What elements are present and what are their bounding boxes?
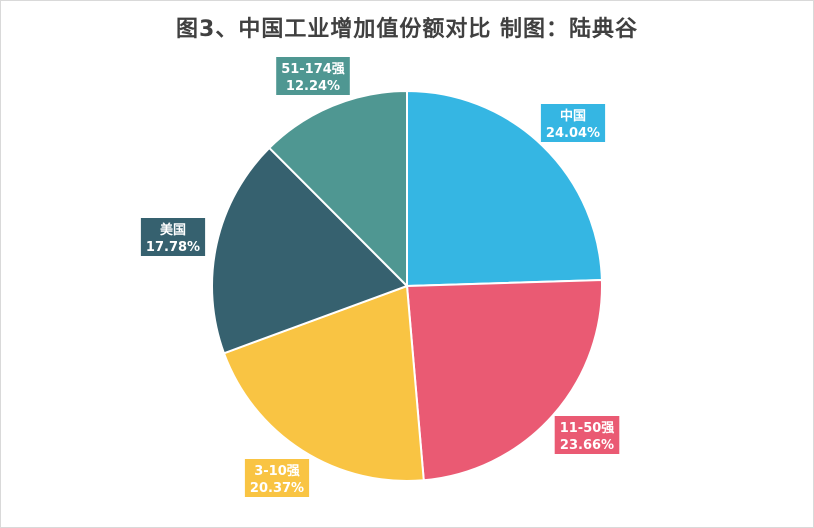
data-label-category: 3-10强 xyxy=(254,464,300,479)
data-label-value: 20.37% xyxy=(250,481,304,496)
data-label-3: 美国 17.78% xyxy=(140,218,206,256)
pie-slice-3 xyxy=(211,146,409,355)
data-label-box xyxy=(540,104,606,142)
data-label-value: 17.78% xyxy=(146,240,200,255)
chart-title: 图3、中国工业增加值份额对比 制图：陆典谷 xyxy=(176,17,638,42)
data-label-0: 中国 24.04% xyxy=(540,104,606,142)
data-label-box xyxy=(244,459,310,497)
data-label-box xyxy=(140,218,206,256)
data-label-category: 美国 xyxy=(160,222,186,238)
data-label-category: 11-50强 xyxy=(560,421,615,436)
data-label-4: 51-174强 12.24% xyxy=(276,57,350,95)
data-label-category: 51-174强 xyxy=(281,62,345,77)
data-label-value: 24.04% xyxy=(546,126,600,141)
data-label-category: 中国 xyxy=(560,108,586,124)
pie-slice-4 xyxy=(267,89,408,289)
data-label-value: 23.66% xyxy=(560,438,614,453)
data-label-1: 11-50强 23.66% xyxy=(554,416,620,454)
data-label-value: 12.24% xyxy=(286,79,340,94)
data-label-box xyxy=(276,57,350,95)
data-label-2: 3-10强 20.37% xyxy=(244,459,310,497)
pie-slice-0 xyxy=(406,89,603,288)
data-label-box xyxy=(554,416,620,454)
pie-slice-2 xyxy=(222,284,425,482)
pie-slice-1 xyxy=(405,278,603,482)
